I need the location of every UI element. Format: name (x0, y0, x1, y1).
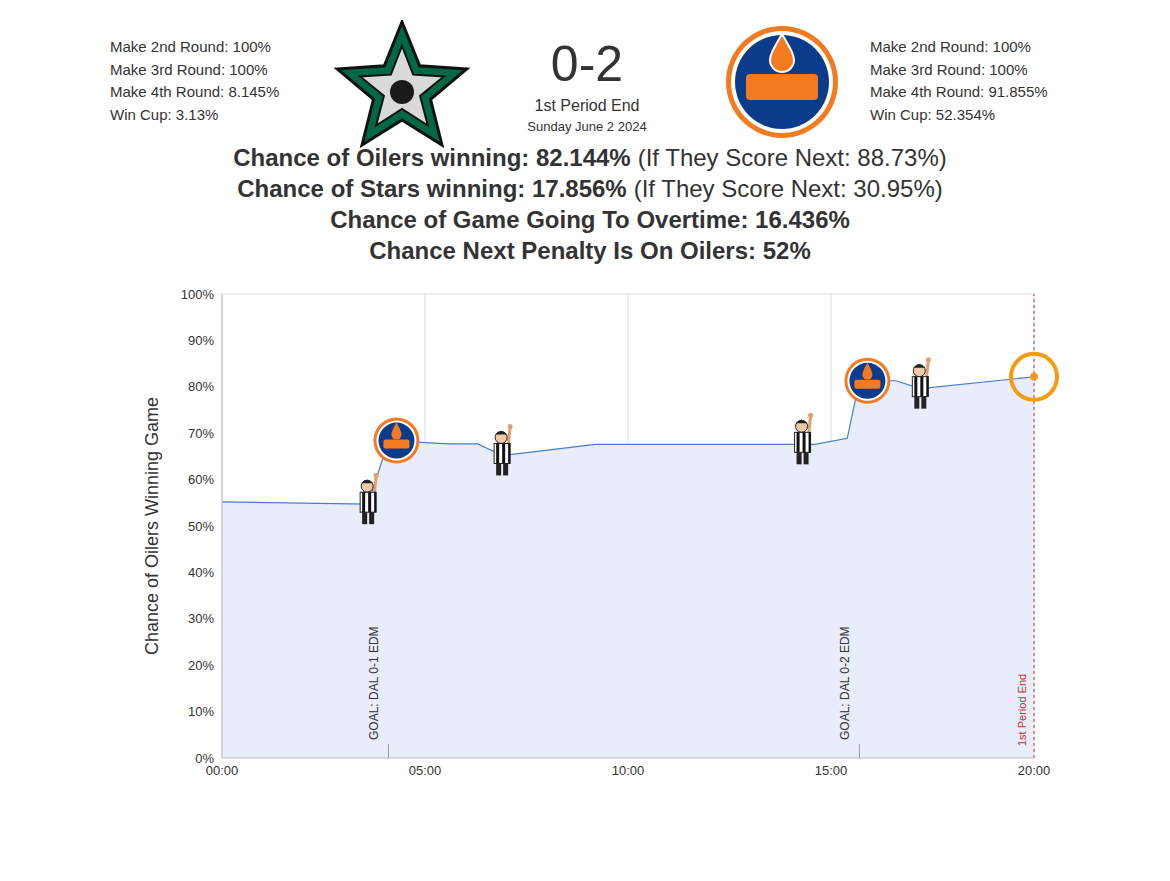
svg-text:10%: 10% (188, 704, 214, 719)
html-text:Chance Next Penalty Is On Oile: Chance Next Penalty Is On Oilers: 52% (369, 237, 811, 264)
html-text:Chance of Game Going To Overti: Chance of Game Going To Overtime: 16.436… (330, 206, 850, 233)
svg-text:GOAL: DAL 0-2 EDM: GOAL: DAL 0-2 EDM (838, 626, 852, 740)
svg-text:GOAL: DAL 0-1 EDM: GOAL: DAL 0-1 EDM (367, 626, 381, 740)
svg-text:05:00: 05:00 (409, 763, 442, 778)
svg-text:90%: 90% (188, 333, 214, 348)
svg-text:80%: 80% (188, 379, 214, 394)
svg-text:00:00: 00:00 (205, 763, 239, 779)
html-text:0-2: 0-2 (550, 36, 624, 92)
html-text:Sunday June 2 2024: Sunday June 2 2024 (527, 119, 647, 134)
html-text:Chance of Stars winning: 17.85: Chance of Stars winning: 17.856% (If The… (237, 175, 943, 202)
svg-text:Chance of Oilers Winning Game: Chance of Oilers Winning Game (142, 397, 162, 655)
svg-text:15:00: 15:00 (815, 763, 848, 778)
html-text:Make 3rd Round: 100%: Make 3rd Round: 100% (870, 60, 1028, 78)
svg-text:60%: 60% (188, 472, 214, 487)
html-text:Chance of Oilers winning: 82.1: Chance of Oilers winning: 82.144% (If Th… (233, 144, 947, 171)
svg-text:10:00: 10:00 (612, 763, 645, 778)
svg-text:0%: 0% (195, 751, 214, 766)
html-text:Make 4th Round: 8.145%: Make 4th Round: 8.145% (110, 83, 280, 100)
svg-text:30%: 30% (188, 611, 214, 626)
svg-text:20:00: 20:00 (1018, 763, 1051, 778)
html-text:Make 2nd Round: 100%: Make 2nd Round: 100% (870, 38, 1031, 55)
html-text:Make 2nd Round: 100%: Make 2nd Round: 100% (110, 38, 271, 55)
svg-text:100%: 100% (181, 287, 215, 302)
svg-text:70%: 70% (188, 426, 214, 441)
svg-text:20%: 20% (188, 658, 214, 673)
html-text:1st Period End: 1st Period End (534, 97, 640, 114)
html-text:Win Cup: 52.354%: Win Cup: 52.354% (870, 105, 996, 123)
html-text:Make 4th Round: 91.855%: Make 4th Round: 91.855% (870, 83, 1048, 100)
html-text:Make 3rd Round: 100%: Make 3rd Round: 100% (110, 60, 268, 78)
html-text:Win Cup: 3.13%: Win Cup: 3.13% (110, 105, 219, 123)
svg-text:50%: 50% (188, 519, 214, 534)
svg-text:40%: 40% (188, 565, 214, 580)
svg-text:1st Period End: 1st Period End (1016, 674, 1028, 746)
